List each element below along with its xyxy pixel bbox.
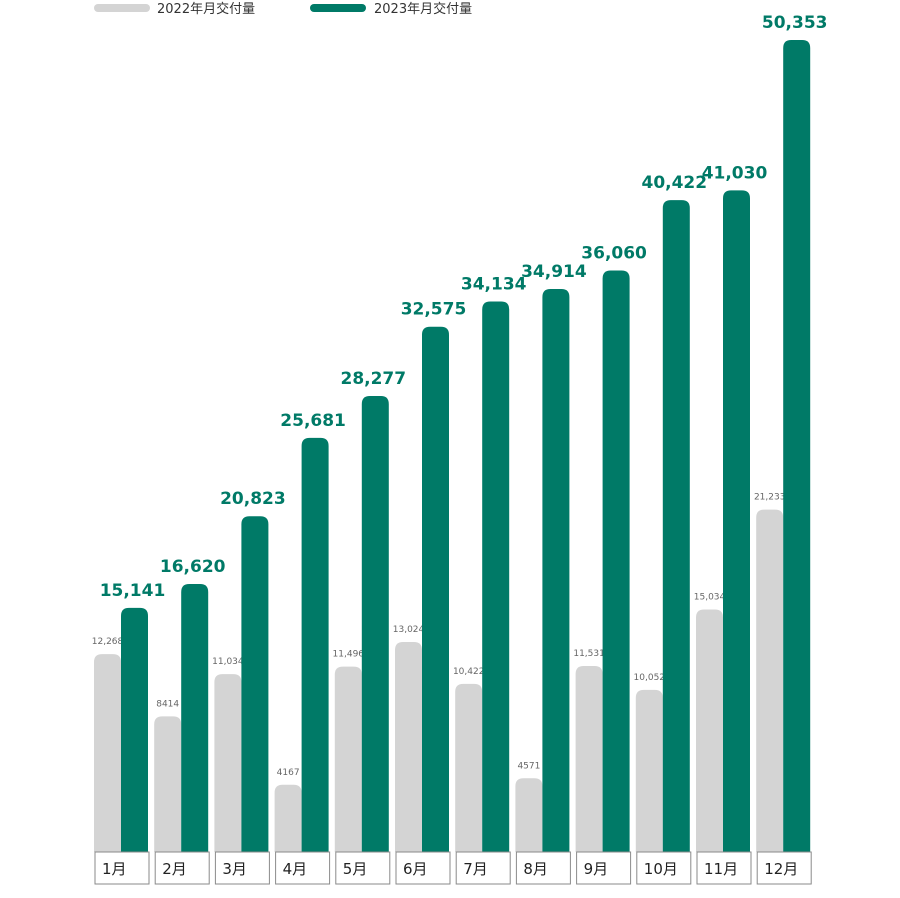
- bar-2023: [482, 301, 510, 852]
- bar-2023: [662, 200, 690, 852]
- data-label-2023: 28,277: [340, 369, 406, 389]
- data-label-2022: 12,268: [92, 637, 124, 647]
- month-label: 3月: [222, 860, 247, 878]
- bar-2022: [635, 689, 663, 852]
- month-label-box: [576, 851, 632, 885]
- data-label-2022: 10,052: [634, 673, 666, 683]
- month-label: 8月: [523, 860, 548, 878]
- month-label-box: [515, 851, 571, 885]
- bar-2022: [575, 666, 603, 852]
- data-label-2022: 15,034: [694, 593, 726, 603]
- bar-2023: [121, 607, 148, 852]
- data-label-2022: 10,422: [453, 667, 485, 677]
- data-label-2022: 4571: [517, 761, 540, 771]
- bar-2022: [214, 674, 242, 852]
- month-label: 7月: [463, 860, 488, 878]
- data-label-2023: 25,681: [280, 411, 346, 431]
- data-label-2023: 15,141: [100, 581, 166, 601]
- legend: 2022年月交付量 2023年月交付量: [94, 1, 472, 17]
- month-label-box: [636, 851, 692, 885]
- data-label-2023: 41,030: [702, 163, 768, 183]
- month-label-box: [154, 851, 210, 885]
- data-label-2022: 13,024: [393, 625, 425, 635]
- bar-2023: [602, 270, 630, 852]
- data-label-2023: 32,575: [401, 300, 467, 320]
- bar-2023: [361, 396, 389, 852]
- data-label-2023: 50,353: [762, 13, 828, 33]
- legend-label-2022: 2022年月交付量: [157, 1, 255, 17]
- month-label-box: [335, 851, 391, 885]
- month-label-box: [214, 851, 270, 885]
- bar-2023: [542, 288, 570, 852]
- data-label-2023: 34,914: [521, 262, 587, 282]
- bar-2023: [783, 40, 811, 852]
- month-label: 10月: [644, 860, 678, 878]
- bar-2022: [334, 666, 362, 852]
- data-label-2022: 4167: [277, 768, 300, 778]
- month-label: 9月: [584, 860, 609, 878]
- month-label: 2月: [162, 860, 187, 878]
- bar-2022: [696, 609, 723, 852]
- month-label-box: [94, 851, 150, 885]
- bar-2023: [241, 516, 269, 852]
- month-label: 6月: [403, 860, 428, 878]
- bar-2022: [274, 784, 302, 852]
- legend-swatch-2022: [94, 4, 150, 12]
- month-label-box: [395, 851, 451, 885]
- month-label: 1月: [102, 860, 127, 878]
- month-label: 5月: [343, 860, 368, 878]
- month-label-box: [275, 851, 331, 885]
- month-label-box: [756, 851, 812, 885]
- data-label-2022: 11,034: [212, 657, 244, 667]
- data-label-2023: 34,134: [461, 275, 527, 295]
- month-label: 11月: [704, 860, 738, 878]
- bar-2022: [515, 778, 543, 852]
- data-label-2023: 40,422: [641, 173, 707, 193]
- bar-2022: [455, 683, 483, 852]
- data-label-2022: 11,496: [333, 650, 365, 660]
- month-label: 4月: [283, 860, 308, 878]
- legend-swatch-2023: [310, 4, 366, 12]
- data-label-2023: 20,823: [220, 489, 286, 509]
- bar-2022: [154, 716, 182, 852]
- data-label-2023: 36,060: [581, 243, 647, 263]
- data-label-2023: 16,620: [160, 557, 226, 577]
- bar-2023: [723, 190, 750, 852]
- data-label-2022: 11,531: [573, 649, 605, 659]
- data-label-2022: 8414: [156, 699, 179, 709]
- month-label-box: [455, 851, 511, 885]
- bar-2023: [181, 583, 209, 852]
- bar-2023: [301, 437, 329, 852]
- month-label-box: [696, 851, 752, 885]
- legend-label-2023: 2023年月交付量: [374, 1, 472, 17]
- bar-2022: [94, 654, 121, 852]
- bar-2022: [756, 509, 784, 852]
- data-label-2022: 21,233: [754, 493, 786, 503]
- month-label: 12月: [764, 860, 798, 878]
- bar-2022: [395, 641, 422, 852]
- bar-2023: [422, 326, 449, 852]
